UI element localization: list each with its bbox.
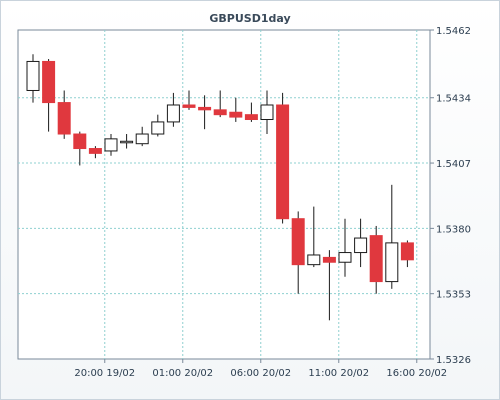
candle-body-down <box>291 218 305 266</box>
candle-body-down <box>244 114 258 121</box>
candle <box>57 90 71 139</box>
candle <box>166 92 180 127</box>
candle-body-up <box>135 133 149 145</box>
candle-body-down <box>229 111 243 118</box>
candle-body-down <box>88 148 102 154</box>
candle <box>369 225 383 294</box>
candle <box>338 218 352 277</box>
y-tick-label: 1.5326 <box>436 355 471 366</box>
candle <box>88 146 102 159</box>
candle-body-up <box>338 252 352 263</box>
candle-body-down <box>198 106 212 111</box>
x-tick-label: 01:00 20/02 <box>152 368 213 379</box>
y-axis-ticks: 1.5462 1.5434 1.5407 1.5380 1.5353 1.5326 <box>430 26 471 366</box>
candle <box>400 240 414 268</box>
candle-body-down <box>322 256 336 263</box>
candle <box>135 126 149 147</box>
candle <box>104 134 118 156</box>
candle <box>354 218 368 268</box>
candle-body-down <box>73 133 87 150</box>
candle <box>151 114 165 137</box>
candle-body-up <box>354 237 368 254</box>
candle <box>182 90 196 110</box>
candle-body-down <box>57 102 71 135</box>
candle <box>244 102 258 122</box>
chart-title: GBPUSD1day <box>209 12 291 25</box>
candle-body-down <box>276 104 290 220</box>
y-tick-label: 1.5434 <box>436 94 471 105</box>
candle-body-up <box>26 60 40 91</box>
candles <box>26 54 414 321</box>
candle-body-down <box>42 60 56 104</box>
candle-body-down <box>213 109 227 116</box>
candle-body-up <box>385 242 399 283</box>
candle <box>42 59 56 132</box>
x-axis-ticks: 20:00 19/02 01:00 20/02 06:00 20/02 11:00 2… <box>74 359 447 379</box>
y-tick-label: 1.5353 <box>436 290 471 301</box>
candle <box>198 95 212 130</box>
y-tick-label: 1.5380 <box>436 224 471 235</box>
candle-body-down <box>369 235 383 283</box>
candle-body-up <box>260 104 274 121</box>
x-tick-label: 06:00 20/02 <box>230 368 291 379</box>
x-tick-label: 20:00 19/02 <box>74 368 135 379</box>
candle-body-up <box>104 138 118 152</box>
candle-body-up <box>120 140 134 144</box>
candle-body-up <box>151 121 165 135</box>
candle <box>120 134 134 149</box>
candle <box>385 184 399 289</box>
y-tick-label: 1.5407 <box>436 159 471 170</box>
candle-body-up <box>307 254 321 266</box>
candle <box>291 211 305 294</box>
candle <box>260 90 274 135</box>
x-tick-label: 11:00 20/02 <box>308 368 369 379</box>
plot-area <box>17 29 431 360</box>
candle <box>213 90 227 118</box>
candle <box>229 97 243 122</box>
grid-lines <box>18 30 430 359</box>
x-tick-label: 16:00 20/02 <box>386 368 447 379</box>
candle <box>276 92 290 224</box>
candle <box>26 54 40 103</box>
candle <box>322 250 336 321</box>
y-tick-label: 1.5462 <box>436 26 471 37</box>
candle-body-down <box>182 104 196 108</box>
candle-body-up <box>166 104 180 123</box>
candle <box>73 131 87 166</box>
candle-body-down <box>400 242 414 261</box>
candle <box>307 206 321 268</box>
